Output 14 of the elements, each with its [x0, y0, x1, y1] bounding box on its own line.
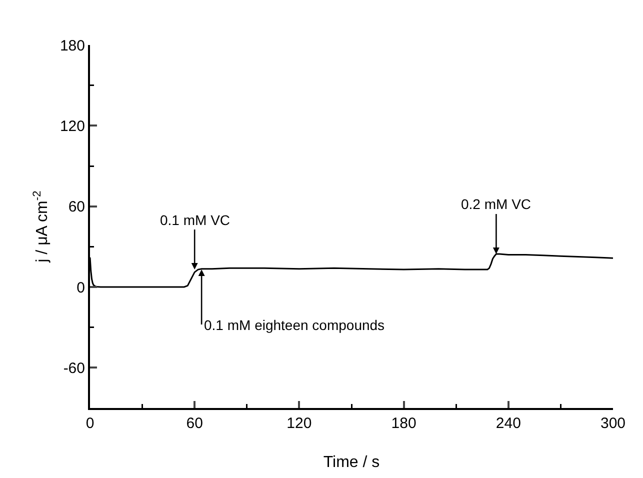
x-tick-label: 120	[286, 415, 312, 432]
y-tick-label: 120	[60, 118, 85, 135]
annotation: 0.2 mM VC	[461, 196, 532, 212]
y-tick-label: 0	[76, 279, 85, 296]
annotation: 0.1 mM VC	[160, 212, 230, 228]
y-tick-label: 180	[60, 37, 85, 54]
x-axis-title: Time / s	[323, 454, 380, 471]
x-tick-label: 60	[186, 415, 203, 432]
x-tick-label: 240	[496, 415, 521, 432]
x-tick-label: 300	[600, 415, 626, 432]
annotation: 0.1 mM eighteen compounds	[204, 317, 385, 333]
y-tick-label: 60	[68, 198, 85, 216]
y-tick-label: -60	[63, 360, 85, 377]
x-tick-label: 180	[391, 415, 416, 432]
